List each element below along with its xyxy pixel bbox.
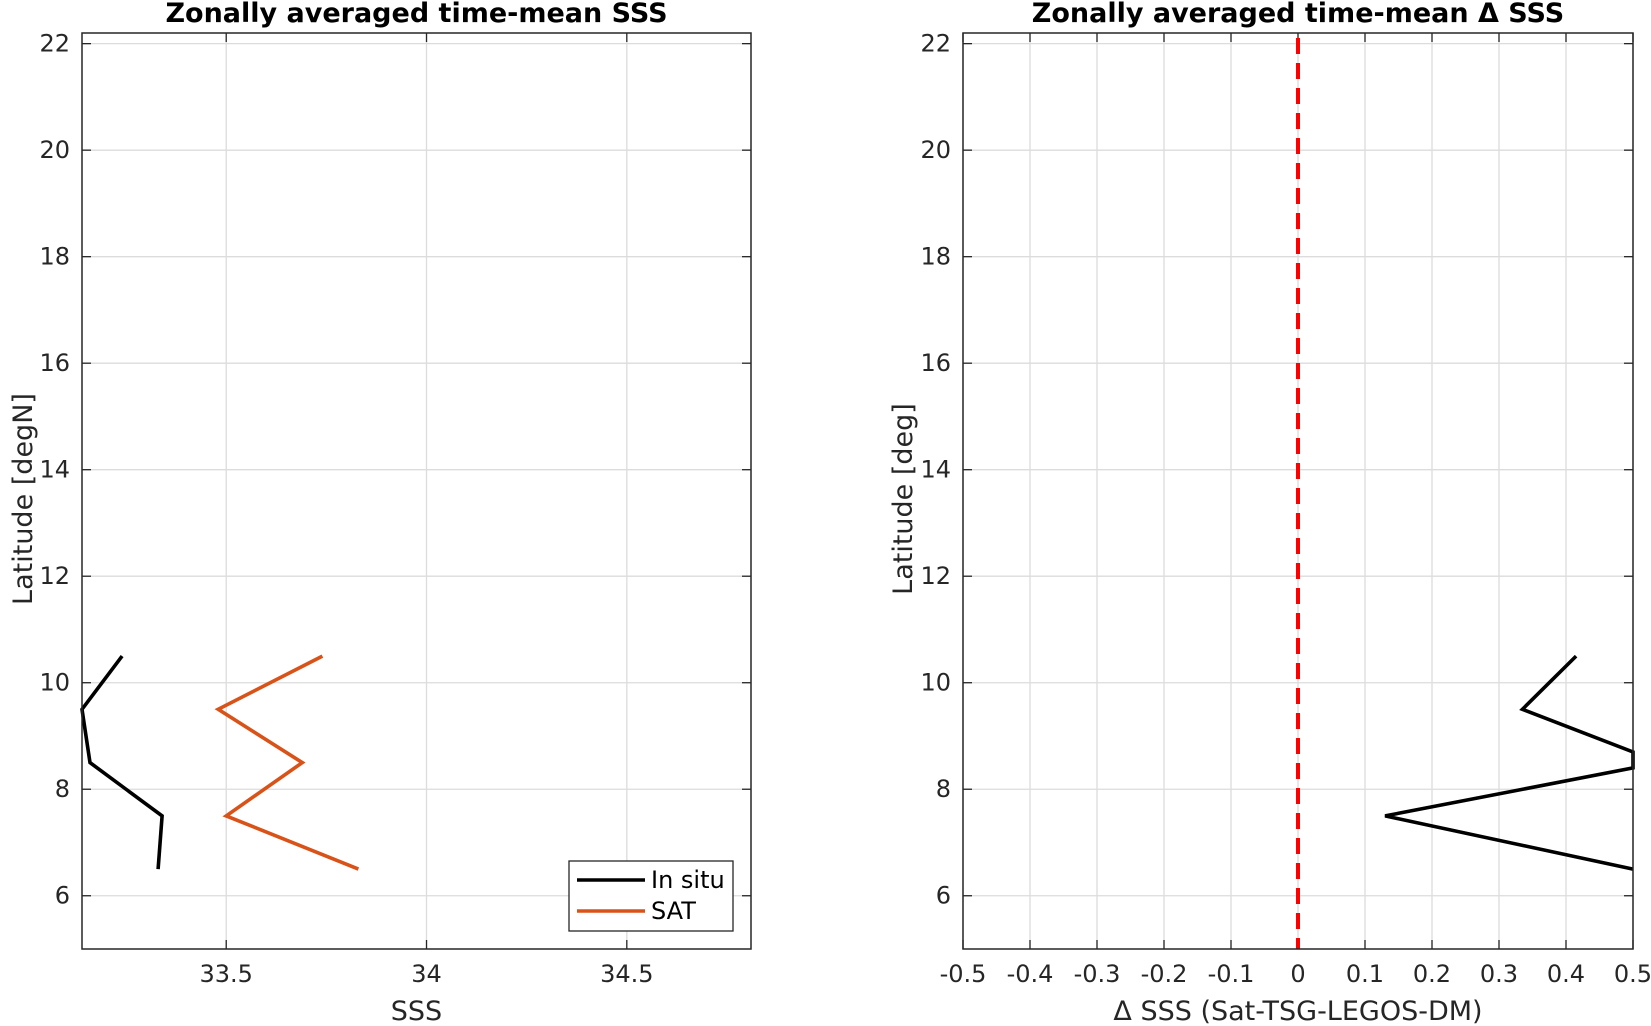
y-tick-label: 6	[55, 882, 70, 910]
y-tick-label: 20	[920, 136, 951, 164]
x-tick-label: -0.5	[940, 960, 987, 988]
x-tick-label: 0.1	[1346, 960, 1384, 988]
y-tick-label: 18	[920, 243, 951, 271]
chart-panel-1: 33.5 34 34.5 6 8 10 12 14 16 18 20 22 Zonally averag…	[8, 0, 752, 1026]
legend-entry: SAT	[651, 897, 696, 925]
x-tick-label: -0.1	[1208, 960, 1255, 988]
y-tick-label: 10	[920, 669, 951, 697]
chart-title: Zonally averaged time-mean SSS	[165, 0, 667, 29]
y-tick-label: 18	[39, 243, 70, 271]
x-tick-label: -0.3	[1074, 960, 1121, 988]
y-tick-label: 12	[39, 562, 70, 590]
series-line-in-situ	[80, 655, 164, 870]
y-tick-label: 16	[920, 349, 951, 377]
x-axis-label: Δ SSS (Sat-TSG-LEGOS-DM)	[1113, 996, 1482, 1026]
legend-box	[568, 860, 734, 932]
y-axis-label: Latitude [degN]	[8, 393, 39, 605]
series-line-sat	[214, 654, 360, 871]
y-tick-label: 8	[55, 775, 70, 803]
y-tick-label: 6	[936, 882, 951, 910]
y-axis-label: Latitude [deg]	[888, 403, 919, 595]
x-tick-label: 0.3	[1480, 960, 1518, 988]
y-tick-label: 22	[920, 30, 951, 58]
x-tick-label: -0.2	[1141, 960, 1188, 988]
axes-frame	[81, 32, 752, 950]
y-tick-label: 16	[39, 349, 70, 377]
x-tick-label: 0.4	[1547, 960, 1585, 988]
x-tick-label: 0.2	[1413, 960, 1451, 988]
y-tick-label: 22	[39, 30, 70, 58]
y-tick-label: 12	[920, 562, 951, 590]
x-tick-label: 0	[1290, 960, 1305, 988]
x-axis-label: SSS	[391, 996, 442, 1026]
chart-title: Zonally averaged time-mean Δ SSS	[1032, 0, 1564, 29]
x-tick-label: 0.5	[1614, 960, 1651, 988]
x-tick-label: 33.5	[199, 960, 252, 988]
x-tick-label: 34.5	[600, 960, 653, 988]
legend-entry: In situ	[651, 866, 725, 894]
y-tick-label: 14	[920, 456, 951, 484]
legend: In situ SAT	[568, 860, 734, 932]
x-tick-label: 34	[411, 960, 442, 988]
y-tick-label: 8	[936, 775, 951, 803]
x-tick-label: -0.4	[1007, 960, 1054, 988]
series-line-1	[1384, 654, 1635, 871]
chart-panel-2: -0.5 -0.4 -0.3 -0.2 -0.1 0 0.1 0.2 0.3 0.4 0.5 6 8 10…	[888, 0, 1651, 1026]
y-tick-label: 20	[39, 136, 70, 164]
axes-frame	[962, 32, 1634, 950]
y-tick-label: 10	[39, 669, 70, 697]
y-tick-label: 14	[39, 456, 70, 484]
